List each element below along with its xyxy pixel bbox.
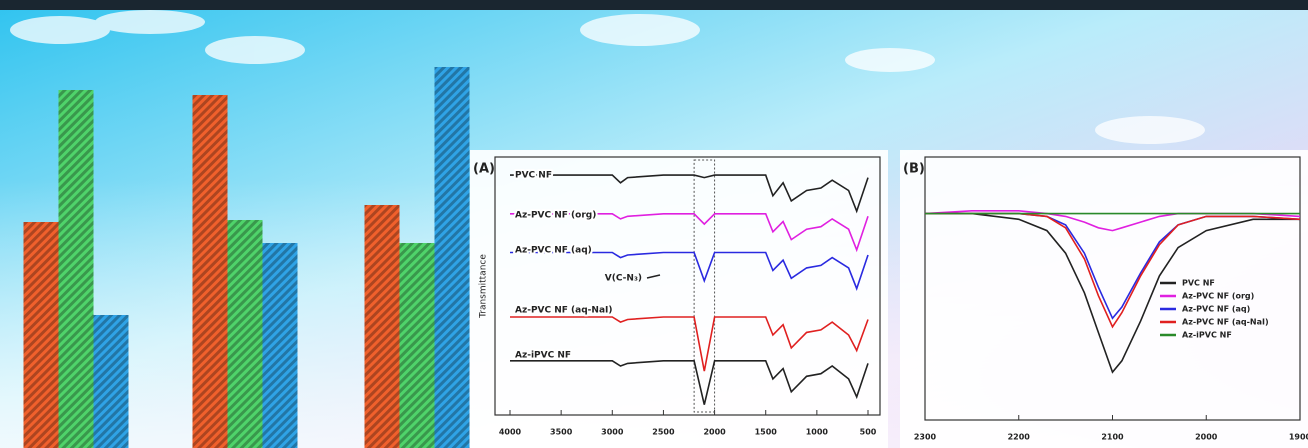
x-tick-label: 2200 bbox=[1008, 433, 1031, 442]
y-axis-label: Transmittance bbox=[479, 254, 489, 319]
series-line bbox=[925, 212, 1301, 329]
panel-a-background bbox=[470, 150, 888, 448]
x-tick-label: 1000 bbox=[806, 428, 829, 437]
series-label: Az-PVC NF (org) bbox=[515, 211, 596, 221]
top-strip bbox=[0, 0, 1308, 10]
bar-hatch bbox=[227, 220, 263, 448]
legend-label: Az-PVC NF (org) bbox=[1182, 292, 1254, 301]
bar-hatch bbox=[192, 95, 228, 448]
bar-hatch bbox=[364, 205, 400, 448]
x-tick-label: 500 bbox=[860, 428, 877, 437]
series-label: Az-iPVC NF bbox=[515, 351, 571, 361]
x-tick-label: 2000 bbox=[1195, 433, 1218, 442]
series-line bbox=[510, 174, 869, 214]
x-tick-label: 2100 bbox=[1101, 433, 1124, 442]
series-label: Az-PVC NF (aq) bbox=[515, 246, 592, 256]
bar-hatch bbox=[23, 222, 59, 448]
bar-hatch bbox=[434, 67, 470, 448]
legend-label: Az-PVC NF (aq) bbox=[1182, 305, 1250, 314]
series-line bbox=[510, 251, 869, 291]
panel-label: (B) bbox=[903, 162, 925, 177]
x-tick-label: 4000 bbox=[499, 428, 522, 437]
series-line bbox=[925, 212, 1300, 374]
bar-hatch bbox=[58, 90, 94, 448]
x-tick-label: 2500 bbox=[652, 428, 675, 437]
bar-hatch bbox=[399, 243, 435, 448]
series-label: PVC NF bbox=[515, 171, 552, 181]
x-tick-label: 1500 bbox=[755, 428, 778, 437]
x-tick-label: 3000 bbox=[601, 428, 624, 437]
x-tick-label: 3500 bbox=[550, 428, 573, 437]
clouds bbox=[10, 10, 1205, 144]
legend-label: Az-PVC NF (aq-NaI) bbox=[1182, 318, 1269, 327]
annotation-arrow bbox=[646, 274, 661, 279]
x-tick-label: 2000 bbox=[703, 428, 726, 437]
plot-frame bbox=[494, 156, 881, 416]
x-tick-label: 1900 bbox=[1289, 433, 1308, 442]
bar-hatch bbox=[262, 243, 298, 448]
legend-label: PVC NF bbox=[1182, 279, 1215, 288]
panel-label: (A) bbox=[473, 162, 495, 177]
series-line bbox=[510, 360, 869, 405]
series-line bbox=[510, 213, 869, 253]
series-line bbox=[510, 316, 869, 372]
legend-label: Az-iPVC NF bbox=[1182, 331, 1232, 340]
bar-hatch bbox=[93, 315, 129, 448]
series-label: Az-PVC NF (aq-NaI) bbox=[515, 306, 612, 316]
x-tick-label: 2300 bbox=[914, 433, 937, 442]
annotation: V(C-N₃) bbox=[605, 274, 642, 284]
